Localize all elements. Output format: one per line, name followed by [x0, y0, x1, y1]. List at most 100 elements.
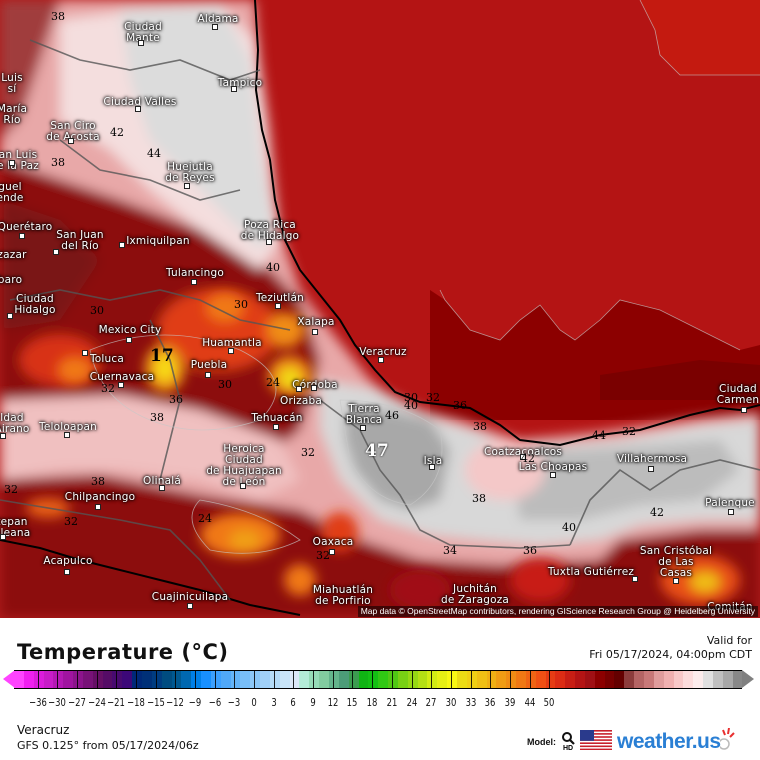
contour-value-label: 42: [521, 452, 535, 465]
colorbar-tick-label: 6: [290, 696, 297, 709]
city-marker-icon: [184, 183, 190, 189]
city-marker-icon: [212, 24, 218, 30]
region-name: Veracruz: [17, 723, 70, 737]
city-marker-icon: [95, 504, 101, 510]
city-marker-icon: [159, 485, 165, 491]
colorbar-tick: [470, 671, 472, 688]
colorbar-swatch: [486, 671, 497, 688]
city-marker-icon: [187, 603, 193, 609]
city-marker-icon: [205, 372, 211, 378]
colorbar-tick: [529, 671, 531, 688]
colorbar-swatch: [456, 671, 467, 688]
city-label: Tulancingo: [166, 267, 224, 279]
colorbar-tick-label: 15: [347, 696, 358, 709]
city-marker-icon: [266, 239, 272, 245]
colorbar-swatch: [437, 671, 448, 688]
city-marker-icon: [273, 424, 279, 430]
city-label: Oaxaca: [312, 536, 354, 548]
city-label: an Luis e la Paz: [0, 149, 39, 172]
colorbar-swatch: [220, 671, 231, 688]
colorbar-swatch: [358, 671, 369, 688]
city-label: San Cristóbal de Las Casas: [639, 545, 713, 579]
city-label: Cuernavaca: [89, 371, 155, 383]
colorbar-tick: [57, 671, 59, 688]
city-marker-icon: [64, 432, 70, 438]
colorbar-swatch: [338, 671, 349, 688]
colorbar-swatch: [141, 671, 152, 688]
contour-value-label: 40: [562, 521, 576, 534]
city-marker-icon: [275, 303, 281, 309]
valid-time: Fri 05/17/2024, 04:00pm CDT: [589, 648, 752, 661]
colorbar-tick-label: 12: [327, 696, 339, 709]
city-marker-icon: [64, 569, 70, 575]
colorbar-tick: [490, 671, 492, 688]
city-marker-icon: [550, 472, 556, 478]
temperature-colorbar: [14, 670, 743, 689]
colorbar-swatch: [476, 671, 487, 688]
contour-value-label: 44: [147, 147, 161, 160]
colorbar-tick-label: 39: [504, 696, 516, 709]
contour-value-label: 36: [169, 393, 183, 406]
colorbar-tick-label: −12: [166, 696, 185, 709]
colorbar-swatch: [653, 671, 664, 688]
contour-value-label: 32: [4, 483, 18, 496]
city-label: zazar: [0, 249, 27, 261]
colorbar-tick-label: 18: [366, 696, 378, 709]
colorbar-tick: [155, 671, 157, 688]
contour-value-label: 38: [51, 156, 65, 169]
colorbar-swatch: [63, 671, 74, 688]
colorbar-tick: [37, 671, 39, 688]
city-label: Puebla: [190, 359, 228, 371]
colorbar-tick-label: −6: [208, 696, 221, 709]
weather-us-logo[interactable]: weather.us: [617, 730, 721, 753]
colorbar-swatch: [240, 671, 251, 688]
contour-value-label: 40: [266, 261, 280, 274]
colorbar-tick-label: 50: [543, 696, 555, 709]
colorbar-swatch: [348, 671, 359, 688]
contour-value-label: 44: [592, 429, 606, 442]
city-label: Mexico City: [98, 324, 162, 336]
colorbar-swatch: [388, 671, 398, 688]
city-marker-icon: [632, 576, 638, 582]
contour-value-label: 38: [91, 475, 105, 488]
city-marker-icon: [119, 242, 125, 248]
colorbar-tick: [116, 671, 118, 688]
city-label: Ciudad Carmen: [716, 383, 760, 406]
colorbar-swatch: [427, 671, 438, 688]
colorbar-swatch: [722, 671, 733, 688]
colorbar-tick-label: 0: [251, 696, 257, 709]
colorbar-tick: [352, 671, 354, 688]
map-attribution[interactable]: Map data © OpenStreetMap contributors, r…: [357, 606, 758, 617]
colorbar-swatch: [181, 671, 192, 688]
colorbar-swatch: [378, 671, 389, 688]
city-marker-icon: [520, 454, 526, 460]
colorbar-swatch: [712, 671, 723, 688]
city-marker-icon: [329, 549, 335, 555]
colorbar-swatch: [663, 671, 674, 688]
contour-value-label: 24: [266, 376, 280, 389]
city-marker-icon: [126, 337, 132, 343]
colorbar-tick: [195, 671, 197, 688]
brand-block: Model: HD weather.us: [527, 727, 736, 756]
city-marker-icon: [429, 464, 435, 470]
contour-value-label: 38: [51, 10, 65, 23]
city-marker-icon: [19, 233, 25, 239]
city-label: Tierra Blanca: [345, 403, 383, 426]
city-label: Poza Rica de Hidalgo: [240, 219, 300, 242]
city-label: Palenque: [705, 497, 755, 509]
colorbar-swatch: [496, 671, 507, 688]
colorbar-swatch: [683, 671, 694, 688]
model-hd-search-icon[interactable]: HD: [561, 731, 575, 753]
colorbar-swatch: [575, 671, 585, 688]
colorbar-swatch: [634, 671, 644, 688]
colorbar-swatch: [703, 671, 713, 688]
city-marker-icon: [9, 160, 15, 166]
colorbar-tick-label: 21: [386, 696, 398, 709]
city-marker-icon: [673, 578, 679, 584]
colorbar-swatch: [299, 671, 310, 688]
city-label: Chilpancingo: [64, 491, 136, 503]
city-label: Isla: [423, 455, 443, 467]
temperature-map[interactable]: Ciudad Mante Aldama Tampico Ciudad Valles San…: [0, 0, 760, 618]
colorbar-swatch: [279, 671, 290, 688]
colorbar-tick: [96, 671, 98, 688]
